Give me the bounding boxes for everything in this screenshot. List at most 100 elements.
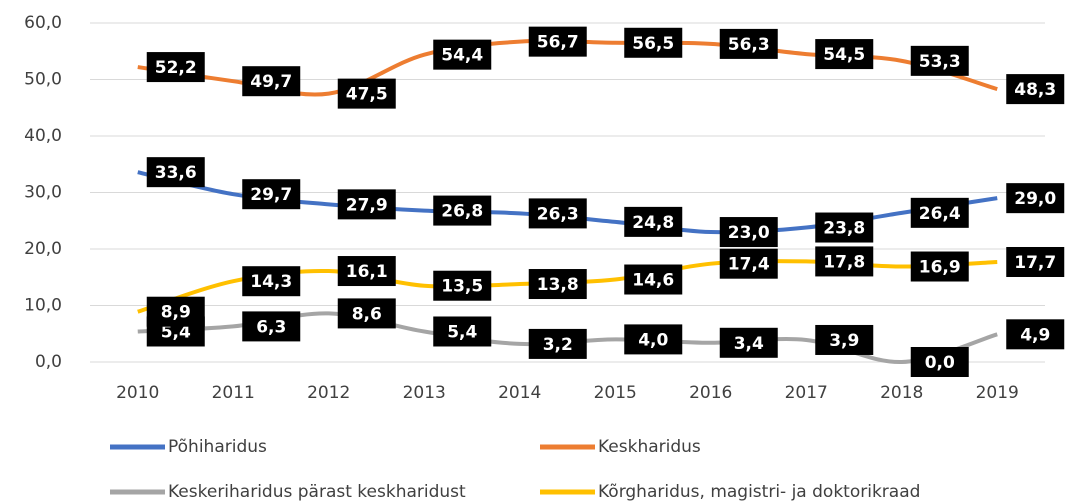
data-label-box bbox=[624, 27, 683, 58]
data-label-box bbox=[146, 157, 205, 188]
data-label-text: 17,7 bbox=[1014, 253, 1056, 273]
data-label-text: 5,4 bbox=[161, 322, 191, 342]
data-label-text: 27,9 bbox=[346, 195, 388, 215]
data-label: 54,5 bbox=[815, 39, 874, 70]
data-label-box bbox=[433, 270, 492, 301]
x-tick-label: 2011 bbox=[212, 383, 255, 403]
data-label: 47,5 bbox=[337, 78, 396, 109]
data-label-text: 5,4 bbox=[447, 322, 477, 342]
data-label: 8,6 bbox=[337, 298, 396, 329]
data-label-text: 8,9 bbox=[161, 303, 191, 323]
data-label-text: 54,4 bbox=[441, 46, 483, 66]
data-label-box bbox=[910, 347, 969, 377]
data-label-box bbox=[1006, 74, 1065, 105]
data-label: 3,4 bbox=[719, 327, 778, 358]
data-label-text: 16,9 bbox=[919, 258, 961, 278]
data-label: 23,8 bbox=[815, 212, 874, 243]
data-label-text: 6,3 bbox=[256, 317, 286, 337]
data-label: 26,3 bbox=[528, 198, 587, 229]
legend-label: Keskharidus bbox=[598, 437, 701, 457]
data-label: 8,9 bbox=[146, 296, 205, 327]
data-label: 3,9 bbox=[815, 324, 874, 355]
data-label-text: 3,9 bbox=[829, 331, 859, 351]
data-label: 16,9 bbox=[910, 251, 969, 282]
data-label-box bbox=[242, 311, 301, 342]
data-label-box bbox=[910, 251, 969, 282]
data-label-box bbox=[337, 78, 396, 109]
data-label-box bbox=[528, 328, 587, 359]
y-tick-label: 20,0 bbox=[24, 239, 62, 259]
data-label-box bbox=[815, 324, 874, 355]
data-label-box bbox=[528, 26, 587, 57]
data-label-text: 33,6 bbox=[155, 163, 197, 183]
y-tick-label: 50,0 bbox=[24, 70, 62, 90]
legend-label: Põhiharidus bbox=[168, 437, 267, 457]
data-label: 0,0 bbox=[910, 347, 969, 377]
data-label-box bbox=[1006, 319, 1065, 350]
x-tick-label: 2014 bbox=[498, 383, 541, 403]
data-label-box bbox=[1006, 246, 1065, 277]
data-label-text: 3,2 bbox=[543, 335, 573, 355]
data-label-text: 13,8 bbox=[537, 275, 579, 295]
data-label: 6,3 bbox=[242, 311, 301, 342]
data-label: 4,9 bbox=[1006, 319, 1065, 350]
data-label: 17,4 bbox=[719, 248, 778, 279]
data-label: 3,2 bbox=[528, 328, 587, 359]
data-label-text: 13,5 bbox=[441, 277, 483, 297]
data-label-text: 29,7 bbox=[250, 185, 292, 205]
data-label-text: 24,8 bbox=[632, 213, 674, 233]
legend-label: Kõrgharidus, magistri- ja doktorikraad bbox=[598, 482, 920, 502]
y-tick-label: 30,0 bbox=[24, 183, 62, 203]
legend-label: Keskeriharidus pärast keskharidust bbox=[168, 482, 466, 502]
x-tick-label: 2015 bbox=[594, 383, 637, 403]
data-label-text: 48,3 bbox=[1014, 80, 1056, 100]
data-label: 54,4 bbox=[433, 39, 492, 70]
data-label-box bbox=[337, 256, 396, 287]
data-label-text: 54,5 bbox=[823, 45, 865, 65]
data-label: 56,5 bbox=[624, 27, 683, 58]
x-tick-label: 2019 bbox=[976, 383, 1019, 403]
data-label-text: 56,3 bbox=[728, 35, 770, 55]
data-label-box bbox=[528, 198, 587, 229]
data-label: 56,7 bbox=[528, 26, 587, 57]
data-label-text: 23,8 bbox=[823, 219, 865, 239]
data-label-text: 49,7 bbox=[250, 72, 292, 92]
data-label-box bbox=[719, 217, 778, 248]
data-label-box bbox=[719, 28, 778, 59]
data-label-box bbox=[337, 189, 396, 220]
data-label: 53,3 bbox=[910, 45, 969, 76]
data-label-text: 26,3 bbox=[537, 204, 579, 224]
data-label-box bbox=[910, 197, 969, 228]
data-label: 24,8 bbox=[624, 206, 683, 237]
data-label: 29,0 bbox=[1006, 183, 1065, 214]
data-label-text: 4,0 bbox=[638, 330, 668, 350]
data-label-text: 29,0 bbox=[1014, 189, 1056, 209]
data-label-box bbox=[624, 264, 683, 295]
data-label: 14,3 bbox=[242, 266, 301, 297]
data-label-box bbox=[242, 179, 301, 210]
data-label-text: 26,8 bbox=[441, 202, 483, 222]
data-label: 27,9 bbox=[337, 189, 396, 220]
data-label: 26,4 bbox=[910, 197, 969, 228]
data-label-text: 56,7 bbox=[537, 33, 579, 53]
x-tick-label: 2017 bbox=[785, 383, 828, 403]
x-tick-label: 2013 bbox=[403, 383, 446, 403]
data-label-box bbox=[815, 212, 874, 243]
data-label-text: 14,3 bbox=[250, 272, 292, 292]
data-label: 56,3 bbox=[719, 28, 778, 59]
data-label-box bbox=[528, 269, 587, 300]
data-label: 4,0 bbox=[624, 324, 683, 355]
data-label-text: 53,3 bbox=[919, 52, 961, 72]
data-label-text: 4,9 bbox=[1020, 325, 1050, 345]
y-tick-label: 40,0 bbox=[24, 126, 62, 146]
data-label: 14,6 bbox=[624, 264, 683, 295]
data-label-box bbox=[146, 52, 205, 83]
data-label-box bbox=[337, 298, 396, 329]
data-label-box bbox=[242, 266, 301, 297]
y-tick-label: 0,0 bbox=[35, 352, 62, 372]
y-tick-label: 60,0 bbox=[24, 13, 62, 33]
data-label-box bbox=[146, 296, 205, 327]
data-label-box bbox=[719, 248, 778, 279]
data-label-text: 26,4 bbox=[919, 204, 961, 224]
